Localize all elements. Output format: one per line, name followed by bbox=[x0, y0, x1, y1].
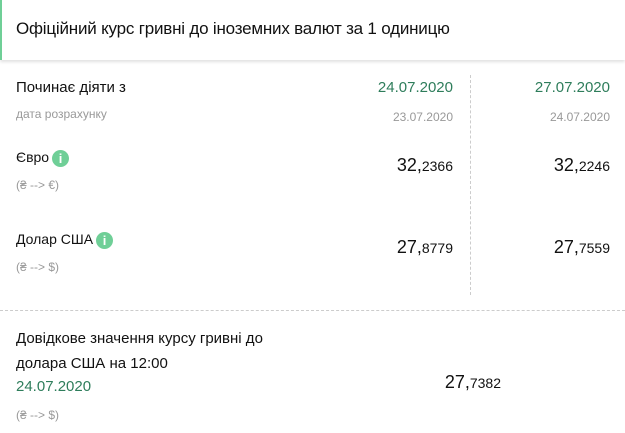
currency-pair: (₴ --> €) bbox=[16, 178, 60, 192]
currency-row-eur: Євро i bbox=[16, 149, 70, 167]
page-title: Офіційний курс гривні до іноземних валют… bbox=[16, 19, 450, 38]
currency-name: Євро bbox=[16, 149, 50, 165]
currency-name: Долар США bbox=[16, 231, 94, 247]
reference-title-line2: долара США на 12:00 bbox=[16, 355, 168, 372]
calc-label: дата розрахунку bbox=[16, 107, 107, 121]
rate-value: 27,7559 bbox=[553, 237, 610, 257]
currency-pair: (₴ --> $) bbox=[16, 260, 60, 274]
rate-value: 27,8779 bbox=[396, 237, 453, 257]
column-date-1: 24.07.2020 bbox=[377, 79, 453, 96]
reference-date: 24.07.2020 bbox=[16, 378, 92, 395]
page-header: Офіційний курс гривні до іноземних валют… bbox=[0, 0, 625, 60]
column-calc-date-2: 24.07.2020 bbox=[549, 110, 610, 124]
column-calc-date-1: 23.07.2020 bbox=[392, 110, 453, 124]
column-divider bbox=[470, 75, 471, 295]
currency-row-usd: Долар США i bbox=[16, 231, 114, 249]
reference-value: 27,7382 bbox=[444, 372, 501, 392]
column-date-2: 27.07.2020 bbox=[534, 79, 610, 96]
reference-title-line1: Довідкове значення курсу гривні до bbox=[16, 330, 263, 347]
info-icon[interactable]: i bbox=[96, 231, 114, 249]
starts-label: Починає діяти з bbox=[16, 79, 126, 96]
rate-value: 32,2246 bbox=[553, 155, 610, 175]
reference-pair: (₴ --> $) bbox=[16, 408, 60, 422]
info-icon[interactable]: i bbox=[52, 149, 70, 167]
section-divider bbox=[0, 310, 625, 311]
rate-value: 32,2366 bbox=[396, 155, 453, 175]
